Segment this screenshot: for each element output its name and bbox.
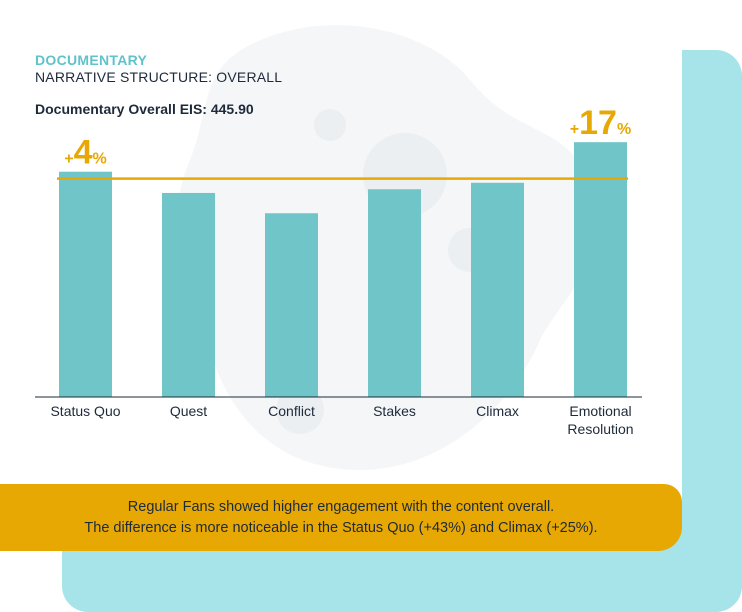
bar-4 [368, 189, 421, 397]
insight-line-2: The difference is more noticeable in the… [84, 519, 598, 536]
x-tick-label-1: Status Quo [50, 403, 120, 419]
bar-chart: Status Quo Quest Conflict Stakes Climax Emoti… [35, 104, 642, 437]
bar-3 [265, 213, 318, 397]
x-tick-label-5: Climax [476, 403, 519, 419]
change-annotation-1: +4% [64, 134, 107, 172]
bar-1 [59, 171, 112, 397]
insight-line-1: Regular Fans showed higher engagement wi… [127, 498, 555, 515]
x-tick-label-4: Stakes [373, 403, 416, 419]
x-tick-label-3: Conflict [268, 403, 315, 419]
bar-2 [162, 192, 215, 397]
insight-banner: Regular Fans showed higher engagement wi… [0, 484, 682, 551]
change-annotation-2: +17% [570, 104, 631, 142]
chart-card: DOCUMENTARY NARRATIVE STRUCTURE: OVERALL… [0, 25, 682, 551]
bar-6 [574, 142, 627, 397]
genre-kicker: DOCUMENTARY [35, 52, 148, 68]
x-tick-label-6: Emotional Resolution [567, 403, 633, 437]
x-tick-label-2: Quest [170, 403, 207, 419]
bar-5 [471, 182, 524, 397]
overall-eis-label: Documentary Overall EIS: 445.90 [35, 101, 254, 117]
chart-subtitle: NARRATIVE STRUCTURE: OVERALL [35, 69, 283, 85]
